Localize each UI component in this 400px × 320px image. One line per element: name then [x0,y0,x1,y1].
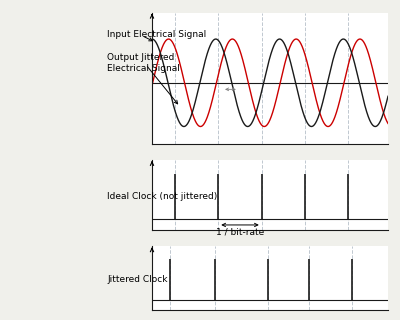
Text: Output Jittered
Electrical Signal: Output Jittered Electrical Signal [107,53,180,73]
Text: Ideal Clock (not jittered): Ideal Clock (not jittered) [107,192,218,201]
Text: Jittered Clock: Jittered Clock [107,275,168,284]
Text: 1 / bit-rate: 1 / bit-rate [216,228,264,237]
Text: Input Electrical Signal: Input Electrical Signal [107,30,207,39]
